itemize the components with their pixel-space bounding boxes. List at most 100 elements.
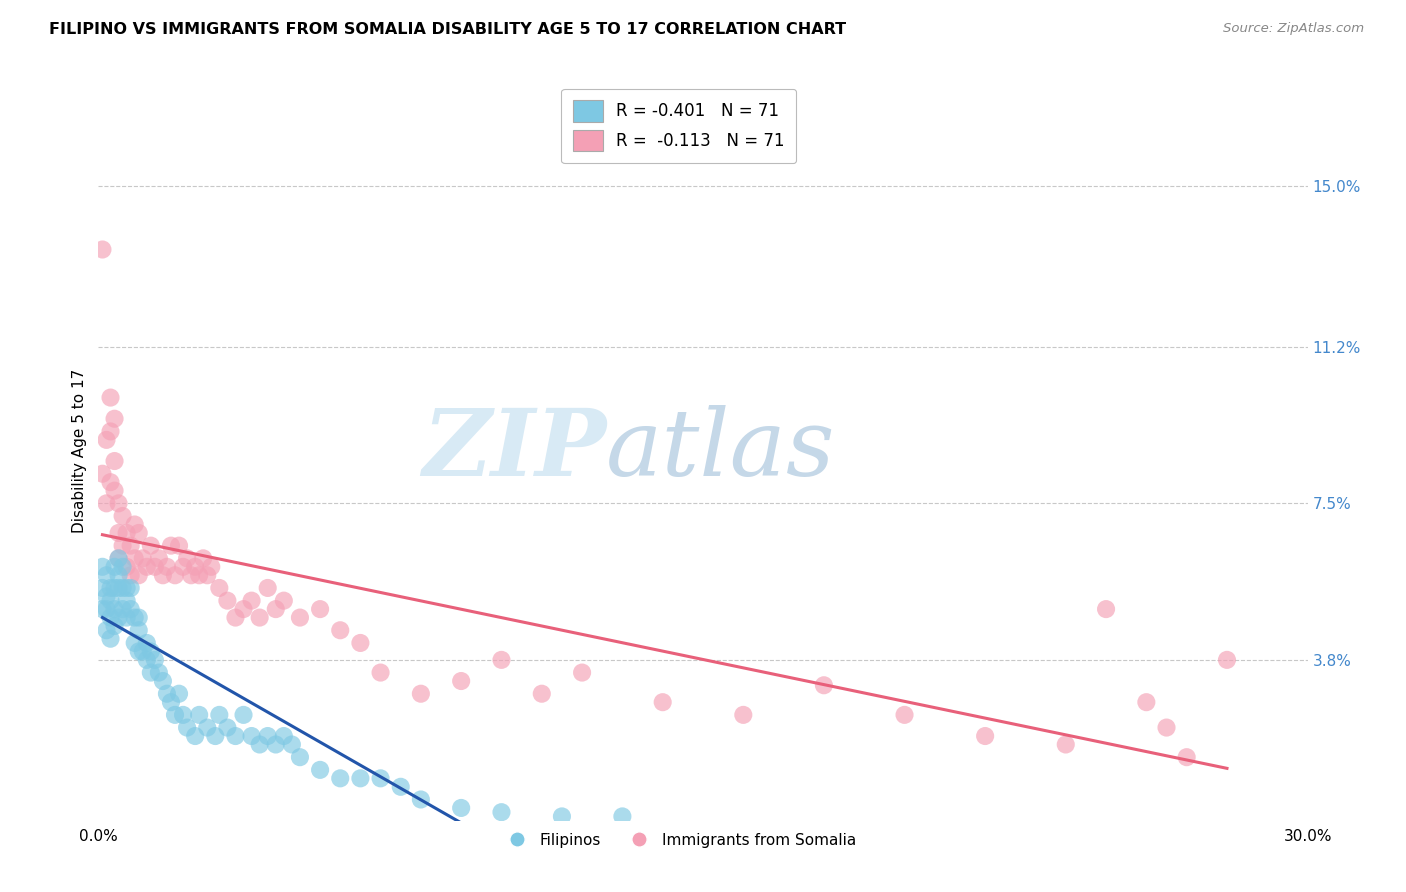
Point — [974, 729, 997, 743]
Point — [232, 707, 254, 722]
Point — [249, 610, 271, 624]
Point — [530, 687, 553, 701]
Point — [232, 602, 254, 616]
Point — [124, 517, 146, 532]
Point — [107, 525, 129, 540]
Text: atlas: atlas — [606, 406, 835, 495]
Point — [309, 763, 332, 777]
Point — [208, 581, 231, 595]
Point — [651, 695, 673, 709]
Point — [128, 644, 150, 658]
Point — [107, 496, 129, 510]
Point — [217, 593, 239, 607]
Point — [240, 729, 263, 743]
Legend: Filipinos, Immigrants from Somalia: Filipinos, Immigrants from Somalia — [495, 827, 862, 854]
Point — [115, 559, 138, 574]
Point — [128, 610, 150, 624]
Point — [1156, 721, 1178, 735]
Point — [733, 707, 755, 722]
Point — [409, 792, 432, 806]
Point — [1175, 750, 1198, 764]
Point — [450, 673, 472, 688]
Point — [107, 551, 129, 566]
Point — [188, 707, 211, 722]
Point — [91, 602, 114, 616]
Point — [152, 568, 174, 582]
Point — [256, 729, 278, 743]
Point — [152, 673, 174, 688]
Point — [208, 707, 231, 722]
Point — [111, 559, 134, 574]
Point — [120, 539, 142, 553]
Point — [115, 593, 138, 607]
Point — [120, 581, 142, 595]
Point — [96, 624, 118, 638]
Point — [128, 525, 150, 540]
Point — [200, 559, 222, 574]
Point — [148, 665, 170, 680]
Point — [163, 568, 186, 582]
Point — [893, 707, 915, 722]
Point — [139, 644, 162, 658]
Point — [100, 581, 122, 595]
Point — [107, 581, 129, 595]
Point — [184, 559, 207, 574]
Point — [491, 653, 513, 667]
Point — [120, 602, 142, 616]
Point — [103, 454, 125, 468]
Point — [115, 525, 138, 540]
Point — [103, 559, 125, 574]
Point — [148, 551, 170, 566]
Point — [96, 602, 118, 616]
Point — [309, 602, 332, 616]
Point — [180, 568, 202, 582]
Point — [143, 653, 166, 667]
Point — [111, 509, 134, 524]
Point — [176, 551, 198, 566]
Point — [103, 619, 125, 633]
Point — [329, 624, 352, 638]
Point — [264, 602, 287, 616]
Point — [91, 559, 114, 574]
Point — [167, 539, 190, 553]
Point — [103, 602, 125, 616]
Point — [111, 581, 134, 595]
Point — [249, 738, 271, 752]
Point — [389, 780, 412, 794]
Point — [195, 721, 218, 735]
Y-axis label: Disability Age 5 to 17: Disability Age 5 to 17 — [72, 368, 87, 533]
Point — [273, 593, 295, 607]
Point — [167, 687, 190, 701]
Point — [107, 610, 129, 624]
Point — [1216, 653, 1239, 667]
Point — [195, 568, 218, 582]
Point — [240, 593, 263, 607]
Point — [139, 539, 162, 553]
Point — [107, 551, 129, 566]
Point — [256, 581, 278, 595]
Point — [91, 243, 114, 257]
Point — [288, 610, 311, 624]
Point — [100, 593, 122, 607]
Point — [491, 805, 513, 820]
Point — [135, 636, 157, 650]
Point — [163, 707, 186, 722]
Point — [120, 568, 142, 582]
Point — [96, 496, 118, 510]
Point — [139, 665, 162, 680]
Point — [100, 425, 122, 439]
Point — [571, 665, 593, 680]
Point — [288, 750, 311, 764]
Point — [143, 559, 166, 574]
Point — [124, 610, 146, 624]
Point — [103, 411, 125, 425]
Point — [100, 610, 122, 624]
Point — [100, 632, 122, 646]
Point — [96, 568, 118, 582]
Point — [111, 602, 134, 616]
Point — [1135, 695, 1157, 709]
Text: FILIPINO VS IMMIGRANTS FROM SOMALIA DISABILITY AGE 5 TO 17 CORRELATION CHART: FILIPINO VS IMMIGRANTS FROM SOMALIA DISA… — [49, 22, 846, 37]
Point — [612, 809, 634, 823]
Point — [184, 729, 207, 743]
Point — [132, 644, 155, 658]
